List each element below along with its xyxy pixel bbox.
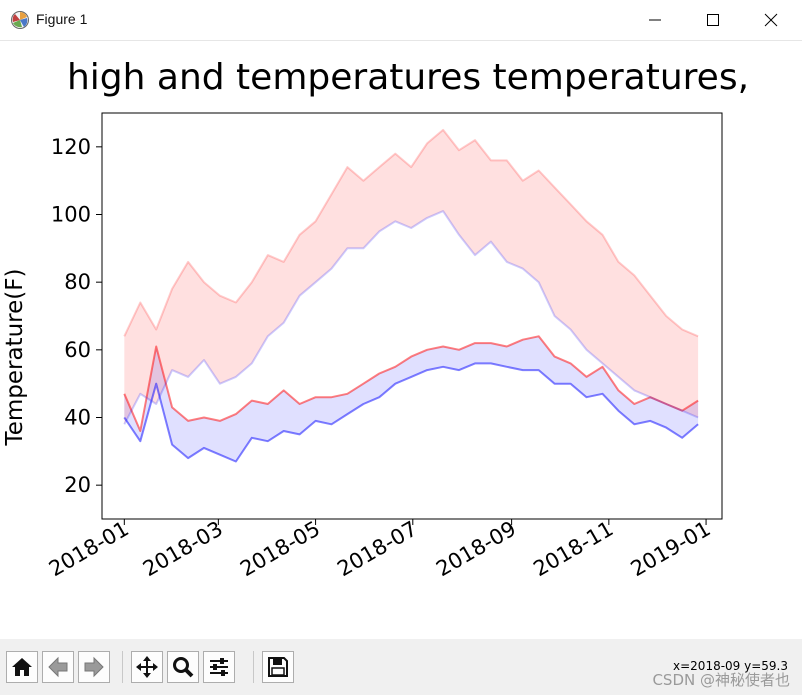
pan-icon [136,656,158,678]
zoom-button[interactable] [167,651,199,683]
chart-title: high and temperatures temperatures, [67,57,749,98]
coordinate-readout: x=2018-09 y=59.3 [673,659,788,673]
navigation-toolbar: x=2018-09 y=59.3 CSDN @神秘使者也 [0,639,802,695]
x-tick-label: 2018-01 [45,517,133,582]
y-tick-label: 120 [51,135,91,159]
save-button[interactable] [262,651,294,683]
close-button[interactable] [748,0,794,40]
minimize-icon [649,19,661,21]
y-tick-label: 80 [64,270,91,294]
configure-subplots-icon [210,658,228,676]
x-tick-label: 2018-09 [432,517,520,582]
y-axis-label: Temperature(F) [2,269,28,447]
maximize-icon [707,14,719,26]
temperature-chart: high and temperatures temperatures, Temp… [2,57,749,582]
toolbar-separator [253,651,254,683]
y-tick-label: 40 [64,406,91,430]
maximize-button[interactable] [690,0,736,40]
fill-between-high-low [124,336,699,462]
back-button[interactable] [42,651,74,683]
zoom-icon [173,657,194,678]
x-tick-label: 2018-03 [139,517,227,582]
forward-button[interactable] [78,651,110,683]
configure-subplots-button[interactable] [203,651,235,683]
series-line-low [123,362,699,463]
pan-button[interactable] [131,651,163,683]
close-icon [764,13,778,27]
y-tick-label: 60 [64,338,91,362]
series-line-high [123,335,699,432]
forward-arrow-icon [84,656,104,678]
window-titlebar: Figure 1 [0,0,802,41]
home-icon [12,658,32,676]
x-tick-label: 2018-11 [529,517,617,582]
plot-frame [101,112,723,520]
fill-between-high_band-low_band [124,129,699,425]
figure-canvas[interactable]: high and temperatures temperatures, Temp… [0,41,802,639]
toolbar-separator [122,651,123,683]
x-tick-label: 2019-01 [627,517,715,582]
x-tick-label: 2018-05 [236,517,324,582]
matplotlib-icon [10,10,30,30]
x-tick-label: 2018-07 [333,517,421,582]
y-tick-label: 20 [64,473,91,497]
window-title: Figure 1 [36,11,88,27]
minimize-button[interactable] [632,0,678,40]
back-arrow-icon [48,656,68,678]
series-line-high_band [123,128,699,338]
home-button[interactable] [6,651,38,683]
save-icon [268,657,288,677]
watermark: CSDN @神秘使者也 [652,671,790,689]
y-tick-label: 100 [51,203,91,227]
series-line-low_band [123,210,699,425]
